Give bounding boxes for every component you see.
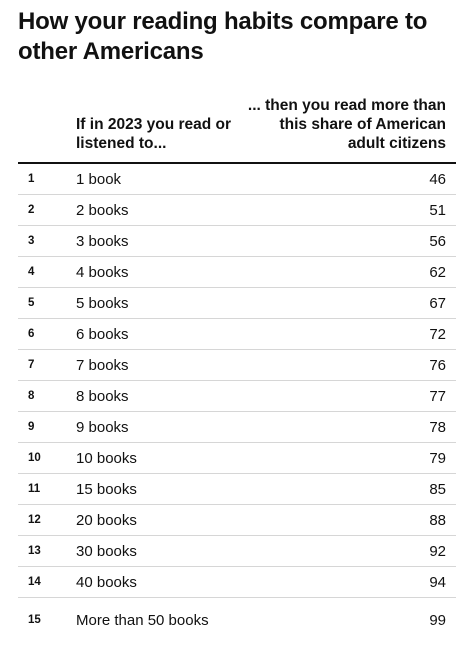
chart-title: How your reading habits compare to other… — [18, 8, 428, 65]
row-books-read: 5 books — [76, 287, 244, 319]
table-row: 14 40 books 94 — [18, 566, 456, 598]
row-books-read: 15 books — [76, 473, 244, 505]
row-share-value: 56 — [244, 225, 456, 257]
header-rank — [18, 96, 76, 164]
row-share-value: 51 — [244, 194, 456, 226]
table-row: 12 20 books 88 — [18, 504, 456, 536]
row-rank: 6 — [18, 318, 76, 350]
row-share-value: 78 — [244, 411, 456, 443]
row-share-value: 79 — [244, 442, 456, 474]
row-books-read: More than 50 books — [76, 611, 209, 629]
row-share-value: 85 — [244, 473, 456, 505]
row-books-read: 6 books — [76, 318, 244, 350]
data-table: If in 2023 you read or listened to... ..… — [18, 96, 456, 642]
row-books-read: 20 books — [76, 504, 244, 536]
row-rank: 7 — [18, 349, 76, 381]
row-share-value: 72 — [244, 318, 456, 350]
table-header: If in 2023 you read or listened to... ..… — [18, 96, 456, 164]
header-row: If in 2023 you read or listened to... ..… — [18, 96, 456, 164]
table-row: 15 More than 50 books 99 — [18, 598, 456, 643]
row-share-value: 88 — [244, 504, 456, 536]
header-share: ... then you read more than this share o… — [244, 96, 456, 164]
row-rank: 3 — [18, 225, 76, 257]
row-share-value: 76 — [244, 349, 456, 381]
table-row: 13 30 books 92 — [18, 535, 456, 567]
row-share-value: 77 — [244, 380, 456, 412]
row-books-read: 7 books — [76, 349, 244, 381]
row-share-value: 46 — [244, 163, 456, 195]
table-row: 11 15 books 85 — [18, 473, 456, 505]
table-row: 10 10 books 79 — [18, 442, 456, 474]
row-rank: 14 — [18, 566, 76, 598]
row-rank: 2 — [18, 194, 76, 226]
row-books-read: 40 books — [76, 566, 244, 598]
row-share-value: 62 — [244, 256, 456, 288]
row-rank: 10 — [18, 442, 76, 474]
row-share-value: 94 — [244, 566, 456, 598]
row-rank: 4 — [18, 256, 76, 288]
row-share-value: 67 — [244, 287, 456, 319]
row-rank: 13 — [18, 535, 76, 567]
row-books-read: 3 books — [76, 225, 244, 257]
row-rank: 11 — [18, 473, 76, 505]
row-books-read: 2 books — [76, 194, 244, 226]
row-books-read: 10 books — [76, 442, 244, 474]
row-books-read: 30 books — [76, 535, 244, 567]
row-rank: 12 — [18, 504, 76, 536]
row-books-read: 4 books — [76, 256, 244, 288]
row-books-read: 9 books — [76, 411, 244, 443]
row-rank: 8 — [18, 380, 76, 412]
row-rank: 1 — [18, 163, 76, 195]
row-books-read: 1 book — [76, 163, 244, 195]
row-rank: 5 — [18, 287, 76, 319]
row-share-value: 92 — [244, 535, 456, 567]
row-rank: 15 — [28, 614, 41, 626]
header-books-read: If in 2023 you read or listened to... — [76, 96, 244, 164]
row-share-value: 99 — [429, 611, 446, 629]
row-books-read: 8 books — [76, 380, 244, 412]
row-rank: 9 — [18, 411, 76, 443]
